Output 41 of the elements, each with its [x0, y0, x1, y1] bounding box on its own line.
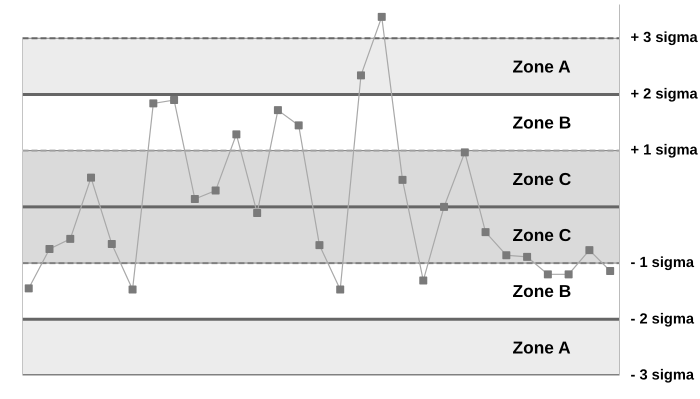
point	[398, 176, 407, 184]
band-label: Zone A	[512, 56, 572, 76]
point	[108, 240, 116, 248]
point	[232, 130, 240, 138]
point	[419, 276, 428, 284]
point	[212, 186, 220, 195]
band-label: Zone C	[512, 224, 572, 245]
point	[482, 228, 490, 236]
y-tick-label: + 3 sigma	[630, 30, 699, 46]
point	[149, 99, 158, 108]
band-label: Zone B	[512, 281, 572, 302]
point	[585, 246, 594, 254]
point	[253, 209, 262, 218]
y-tick-label: - 3 sigma	[630, 368, 695, 384]
point	[170, 96, 178, 104]
point	[45, 245, 54, 254]
point	[564, 270, 573, 278]
point	[190, 194, 199, 203]
point	[24, 284, 33, 292]
point	[440, 202, 448, 211]
point	[336, 285, 344, 294]
y-tick-label: + 2 sigma	[630, 86, 699, 102]
point	[294, 121, 303, 130]
point	[544, 270, 552, 278]
point	[87, 174, 96, 182]
point	[460, 148, 469, 156]
band-label: Zone A	[512, 337, 572, 358]
y-tick-label: + 1 sigma	[630, 142, 699, 159]
point	[315, 241, 324, 250]
point	[502, 251, 510, 260]
point	[66, 234, 74, 243]
point	[523, 252, 532, 261]
y-tick-label: - 1 sigma	[630, 255, 695, 272]
point	[274, 106, 282, 114]
point	[356, 71, 365, 80]
band-label: Zone B	[512, 112, 572, 133]
point	[128, 285, 137, 294]
point	[378, 12, 386, 21]
y-tick-label: - 2 sigma	[630, 311, 695, 328]
band-label: Zone C	[512, 168, 572, 189]
point	[606, 266, 614, 275]
